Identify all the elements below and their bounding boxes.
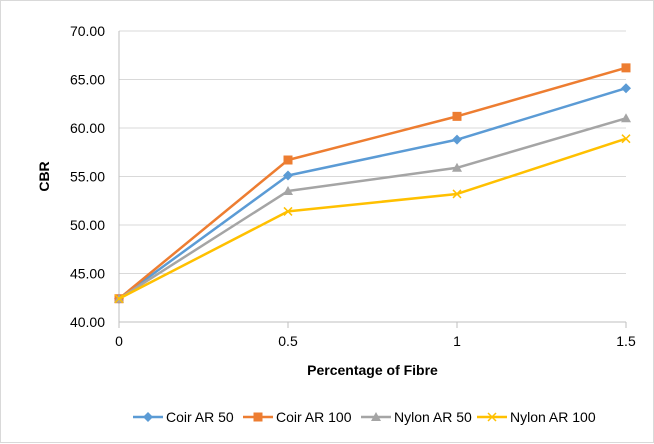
triangle-marker xyxy=(371,412,381,421)
y-tick-label: 50.00 xyxy=(70,217,105,233)
x-marker-stroke xyxy=(283,206,293,216)
x-marker-stroke xyxy=(452,189,462,199)
y-axis-title: CBR xyxy=(36,161,52,191)
x-marker xyxy=(487,412,497,422)
square-marker xyxy=(452,111,462,121)
triangle-marker xyxy=(621,113,631,123)
square-marker xyxy=(253,412,263,422)
square-marker xyxy=(621,63,631,73)
x-marker-stroke xyxy=(114,294,124,304)
y-tick-label: 45.00 xyxy=(70,266,105,282)
y-tick-label: 65.00 xyxy=(70,72,105,88)
y-tick-label: 40.00 xyxy=(70,314,105,330)
tick-labels: 40.00 45.00 50.00 55.00 60.00 65.00 70.00 0 0.5 1… xyxy=(70,23,636,349)
y-tick-label: 60.00 xyxy=(70,120,105,136)
legend-item: Nylon AR 50 xyxy=(361,409,472,425)
series-nylon-ar-50 xyxy=(114,113,631,303)
series-nylon-ar-100 xyxy=(114,134,631,304)
triangle-marker xyxy=(452,162,462,172)
y-tick-label: 70.00 xyxy=(70,23,105,39)
series-line xyxy=(118,137,627,300)
x-tick-label: 1.5 xyxy=(616,333,636,349)
legend: Coir AR 50 Coir AR 100 Nylon AR 50 Nylon AR… xyxy=(133,409,596,425)
legend-label: Nylon AR 100 xyxy=(510,409,596,425)
legend-label: Coir AR 100 xyxy=(276,409,352,425)
x-marker xyxy=(452,189,462,199)
x-marker xyxy=(114,294,124,304)
axes xyxy=(118,31,627,328)
legend-label: Coir AR 50 xyxy=(166,409,234,425)
x-tick-label: 0 xyxy=(115,333,123,349)
x-axis-title: Percentage of Fibre xyxy=(307,362,438,378)
series-coir-ar-50 xyxy=(114,83,631,304)
diamond-marker xyxy=(621,83,631,94)
x-marker xyxy=(283,206,293,216)
series-line xyxy=(118,87,627,300)
y-tick-label: 55.00 xyxy=(70,169,105,185)
series-coir-ar-100 xyxy=(114,63,631,304)
diamond-marker xyxy=(452,134,462,145)
legend-item: Coir AR 50 xyxy=(133,409,234,425)
square-marker xyxy=(283,155,293,165)
legend-item: Nylon AR 100 xyxy=(477,409,596,425)
legend-item: Coir AR 100 xyxy=(243,409,352,425)
series-lines xyxy=(114,63,631,304)
triangle-marker xyxy=(283,186,293,196)
diamond-marker xyxy=(143,412,153,422)
x-tick-label: 0.5 xyxy=(278,333,298,349)
series-line xyxy=(118,117,627,300)
x-marker-stroke xyxy=(487,412,497,422)
gridlines xyxy=(119,30,626,274)
x-marker xyxy=(621,134,631,144)
x-tick-label: 1 xyxy=(453,333,461,349)
series-line xyxy=(118,66,627,300)
legend-label: Nylon AR 50 xyxy=(394,409,472,425)
diamond-marker xyxy=(283,170,293,181)
x-marker-stroke xyxy=(621,134,631,144)
